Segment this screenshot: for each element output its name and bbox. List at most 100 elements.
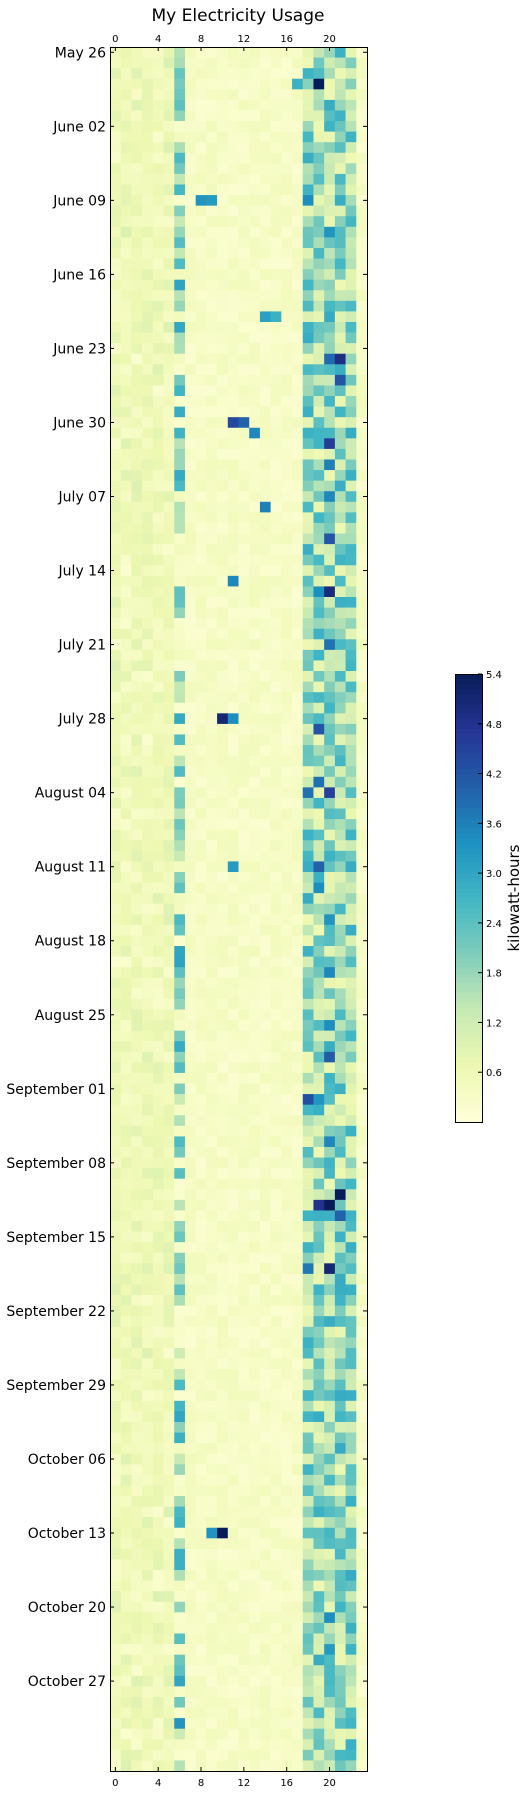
- heatmap-cell: [238, 1622, 250, 1634]
- heatmap-cell: [313, 1601, 325, 1613]
- heatmap-cell: [249, 882, 261, 894]
- heatmap-cell: [281, 121, 293, 133]
- colorbar-tick-label: 1.8: [486, 969, 502, 980]
- heatmap-cell: [302, 882, 314, 894]
- heatmap-cell: [163, 459, 175, 471]
- heatmap-cell: [334, 1453, 346, 1465]
- heatmap-cell: [227, 300, 239, 312]
- heatmap-cell: [313, 797, 325, 809]
- heatmap-cell: [238, 343, 250, 355]
- heatmap-cell: [174, 1168, 186, 1180]
- heatmap-cell: [120, 1136, 132, 1148]
- heatmap-cell: [206, 607, 218, 619]
- heatmap-cell: [152, 300, 164, 312]
- heatmap-cell: [302, 639, 314, 651]
- heatmap-cell: [131, 491, 143, 503]
- heatmap-cell: [345, 438, 357, 450]
- heatmap-cell: [142, 1464, 154, 1476]
- heatmap-cell: [324, 1612, 336, 1624]
- heatmap-cell: [110, 195, 122, 207]
- heatmap-cell: [110, 797, 122, 809]
- heatmap-cell: [131, 512, 143, 524]
- heatmap-cell: [152, 1178, 164, 1190]
- heatmap-cell: [334, 279, 346, 291]
- heatmap-cell: [184, 988, 197, 1000]
- heatmap-cell: [238, 385, 250, 397]
- heatmap-cell: [302, 1622, 314, 1634]
- heatmap-cell: [195, 1263, 207, 1275]
- heatmap-cell: [356, 829, 368, 841]
- heatmap-cell: [110, 1411, 122, 1423]
- heatmap-cell: [163, 1168, 175, 1180]
- heatmap-cell: [227, 681, 239, 693]
- heatmap-cell: [120, 829, 132, 841]
- heatmap-cell: [227, 1062, 239, 1074]
- heatmap-cell: [131, 417, 143, 429]
- heatmap-cell: [174, 797, 186, 809]
- heatmap-cell: [345, 734, 357, 746]
- heatmap-cell: [131, 1284, 143, 1296]
- heatmap-cell: [292, 1633, 304, 1645]
- heatmap-cell: [259, 1115, 272, 1127]
- heatmap-cell: [345, 1242, 357, 1254]
- heatmap-cell: [292, 998, 304, 1010]
- heatmap-cell: [174, 977, 186, 989]
- heatmap-cell: [302, 522, 314, 534]
- heatmap-cell: [313, 871, 325, 883]
- heatmap-cell: [356, 438, 368, 450]
- heatmap-cell: [302, 1707, 314, 1719]
- heatmap-cell: [163, 1083, 175, 1095]
- heatmap-cell: [110, 639, 122, 651]
- heatmap-cell: [270, 1400, 282, 1412]
- heatmap-cell: [174, 173, 186, 185]
- heatmap-cell: [152, 586, 164, 598]
- heatmap-cell: [334, 1728, 346, 1740]
- heatmap-cell: [110, 1210, 122, 1222]
- heatmap-cell: [206, 554, 218, 566]
- heatmap-cell: [238, 649, 250, 661]
- heatmap-cell: [292, 1379, 304, 1391]
- heatmap-cell: [259, 501, 272, 513]
- heatmap-cell: [259, 237, 272, 249]
- heatmap-cell: [324, 1453, 336, 1465]
- heatmap-cell: [270, 1316, 282, 1328]
- heatmap-cell: [281, 1168, 293, 1180]
- heatmap-cell: [281, 89, 293, 101]
- heatmap-cell: [313, 279, 325, 291]
- heatmap-cell: [142, 1358, 154, 1370]
- heatmap-cell: [345, 956, 357, 968]
- heatmap-cell: [217, 99, 229, 111]
- heatmap-cell: [302, 1094, 314, 1106]
- heatmap-cell: [184, 1273, 197, 1285]
- heatmap-cell: [270, 924, 282, 936]
- heatmap-cell: [195, 1009, 207, 1021]
- heatmap-cell: [206, 660, 218, 672]
- heatmap-cell: [238, 1548, 250, 1560]
- heatmap-cell: [334, 89, 346, 101]
- heatmap-cell: [227, 1464, 239, 1476]
- heatmap-cell: [110, 501, 122, 513]
- heatmap-cell: [324, 681, 336, 693]
- heatmap-cell: [217, 1051, 229, 1063]
- heatmap-cell: [249, 618, 261, 630]
- heatmap-cell: [345, 1570, 357, 1582]
- heatmap-cell: [281, 152, 293, 164]
- heatmap-cell: [238, 808, 250, 820]
- heatmap-cell: [259, 247, 272, 259]
- heatmap-cell: [259, 269, 272, 281]
- heatmap-cell: [302, 596, 314, 608]
- heatmap-cell: [206, 586, 218, 598]
- heatmap-cell: [174, 914, 186, 926]
- heatmap-cell: [302, 1580, 314, 1592]
- heatmap-cell: [259, 1443, 272, 1455]
- heatmap-cell: [110, 692, 122, 704]
- heatmap-cell: [249, 1760, 261, 1772]
- heatmap-cell: [345, 692, 357, 704]
- heatmap-cell: [259, 47, 272, 58]
- heatmap-cell: [249, 1675, 261, 1687]
- heatmap-cell: [131, 1115, 143, 1127]
- heatmap-cell: [217, 649, 229, 661]
- heatmap-cell: [324, 1062, 336, 1074]
- heatmap-cell: [356, 903, 368, 915]
- heatmap-cell: [238, 554, 250, 566]
